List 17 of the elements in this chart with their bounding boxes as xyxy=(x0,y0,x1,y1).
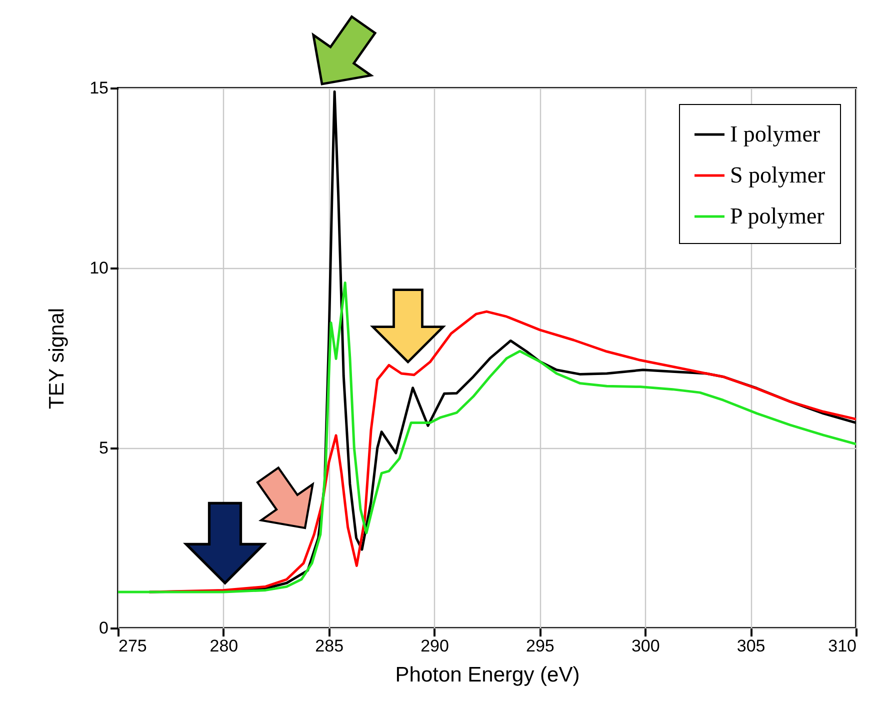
y-tick-label: 0 xyxy=(99,618,108,638)
y-axis-title: TEY signal xyxy=(46,308,69,410)
legend-label: I polymer xyxy=(730,122,820,146)
legend-label: S polymer xyxy=(730,162,826,188)
y-tick-label: 5 xyxy=(99,438,108,458)
x-tick-label: 285 xyxy=(315,636,344,656)
x-tick-label: 305 xyxy=(736,636,766,656)
y-tick-label: 10 xyxy=(90,258,108,278)
y-tick-label: 15 xyxy=(90,78,108,98)
x-tick-label: 300 xyxy=(631,636,660,656)
x-axis-title: Photon Energy (eV) xyxy=(395,664,580,686)
x-tick-label: 275 xyxy=(118,636,147,656)
legend-label: P polymer xyxy=(730,204,825,228)
x-tick-label: 280 xyxy=(210,636,238,656)
x-tick-label: 310 xyxy=(828,636,856,656)
x-tick-label: 295 xyxy=(526,636,554,656)
x-tick-label: 290 xyxy=(420,636,449,656)
